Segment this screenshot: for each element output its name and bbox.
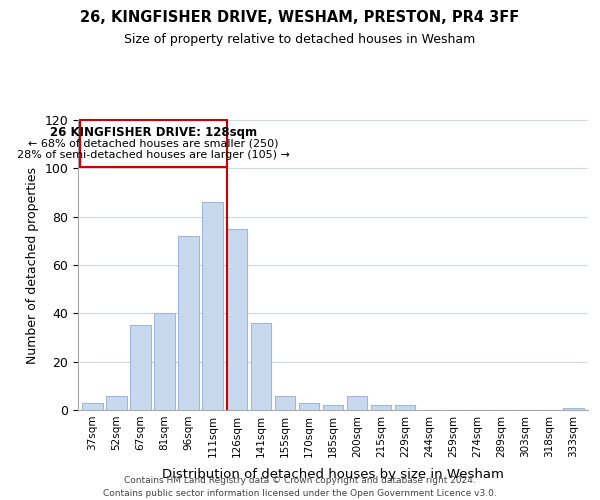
- Bar: [82, 403, 103, 410]
- Text: 26, KINGFISHER DRIVE, WESHAM, PRESTON, PR4 3FF: 26, KINGFISHER DRIVE, WESHAM, PRESTON, P…: [80, 10, 520, 25]
- Bar: [154, 314, 175, 410]
- Text: Size of property relative to detached houses in Wesham: Size of property relative to detached ho…: [124, 32, 476, 46]
- FancyBboxPatch shape: [80, 120, 227, 167]
- Bar: [251, 323, 271, 410]
- Text: Contains HM Land Registry data © Crown copyright and database right 2024.
Contai: Contains HM Land Registry data © Crown c…: [103, 476, 497, 498]
- Bar: [563, 408, 584, 410]
- Bar: [371, 405, 391, 410]
- Bar: [275, 396, 295, 410]
- Bar: [130, 326, 151, 410]
- Y-axis label: Number of detached properties: Number of detached properties: [26, 166, 39, 364]
- Bar: [227, 229, 247, 410]
- Bar: [395, 405, 415, 410]
- Bar: [347, 396, 367, 410]
- Text: 28% of semi-detached houses are larger (105) →: 28% of semi-detached houses are larger (…: [17, 150, 290, 160]
- Text: ← 68% of detached houses are smaller (250): ← 68% of detached houses are smaller (25…: [28, 138, 279, 148]
- Bar: [323, 405, 343, 410]
- Bar: [178, 236, 199, 410]
- Text: 26 KINGFISHER DRIVE: 128sqm: 26 KINGFISHER DRIVE: 128sqm: [50, 126, 257, 139]
- X-axis label: Distribution of detached houses by size in Wesham: Distribution of detached houses by size …: [162, 468, 504, 481]
- Bar: [202, 202, 223, 410]
- Bar: [106, 396, 127, 410]
- Bar: [299, 403, 319, 410]
